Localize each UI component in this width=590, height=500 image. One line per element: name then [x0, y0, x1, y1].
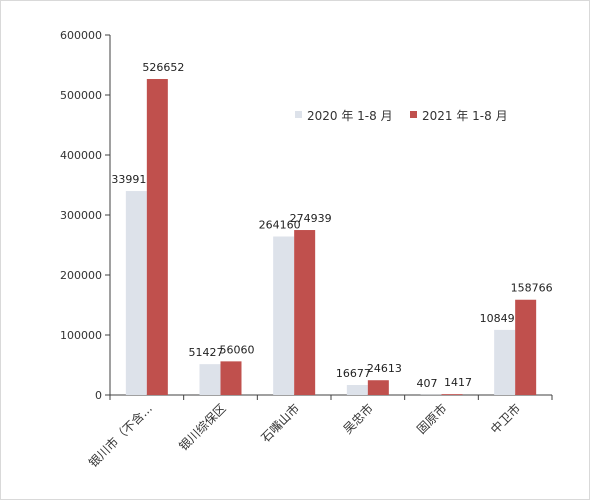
x-tick-label: 中卫市 — [487, 401, 523, 437]
x-tick-label: 石嘴山市 — [258, 401, 303, 446]
legend-swatch — [410, 111, 417, 118]
y-tick-label: 500000 — [60, 89, 102, 102]
y-tick-label: 400000 — [60, 149, 102, 162]
data-label: 16677 — [336, 367, 371, 380]
bar — [273, 236, 295, 395]
data-label: 407 — [417, 377, 438, 390]
x-tick-label: 银川综保区 — [176, 401, 228, 453]
y-tick-label: 300000 — [60, 209, 102, 222]
y-tick-label: 100000 — [60, 329, 102, 342]
bar — [494, 329, 516, 395]
bar — [146, 79, 168, 396]
bar — [220, 361, 242, 395]
y-tick-label: 600000 — [60, 29, 102, 42]
data-label: 56060 — [220, 343, 255, 356]
bar — [441, 394, 463, 395]
data-label: 24613 — [367, 362, 402, 375]
legend-swatch — [295, 111, 302, 118]
data-label: 108497 — [480, 312, 522, 325]
bar — [367, 380, 389, 395]
legend-label: 2020 年 1-8 月 — [307, 109, 393, 123]
data-label: 339916 — [111, 173, 153, 186]
bar — [515, 299, 537, 395]
bar — [199, 364, 221, 395]
data-label: 1417 — [444, 376, 472, 389]
legend-label: 2021 年 1-8 月 — [422, 109, 508, 123]
data-label: 274939 — [290, 212, 332, 225]
x-tick-label: 银川市（不含... — [85, 401, 155, 471]
bar — [294, 230, 316, 395]
y-tick-label: 200000 — [60, 269, 102, 282]
bar — [125, 191, 147, 395]
bar — [346, 384, 368, 395]
x-tick-label: 吴忠市 — [340, 401, 376, 437]
x-tick-label: 固原市 — [414, 401, 450, 437]
data-label: 158766 — [511, 282, 553, 295]
data-label: 264160 — [259, 219, 301, 232]
data-label: 51427 — [189, 346, 224, 359]
y-tick-label: 0 — [95, 389, 102, 402]
data-label: 526652 — [142, 61, 184, 74]
